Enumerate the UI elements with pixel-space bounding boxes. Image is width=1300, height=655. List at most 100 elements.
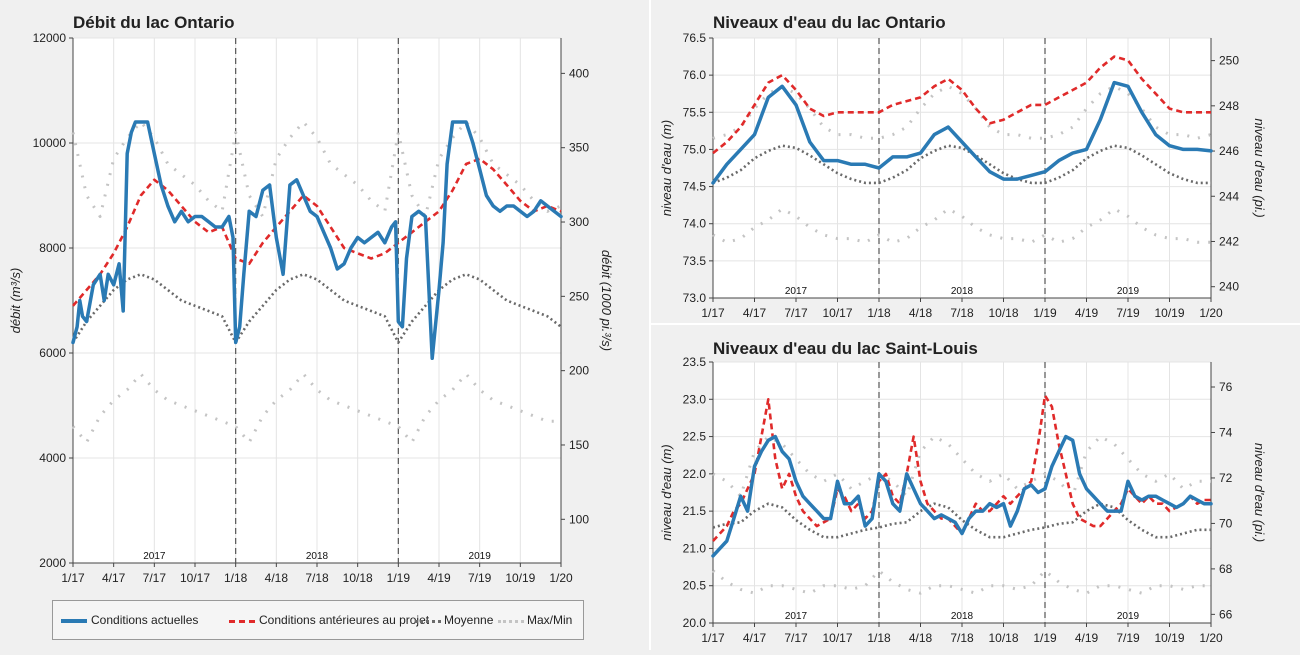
stlouis-year-label: 2019: [1117, 611, 1140, 622]
ontario-xtick-label: 4/18: [909, 306, 933, 320]
ontario-ytick-right-label: 244: [1219, 189, 1239, 203]
stlouis-xtick-label: 7/17: [784, 631, 808, 645]
ontario-xtick-label: 1/18: [867, 306, 891, 320]
debit-ytick-right-label: 100: [569, 512, 589, 526]
ontario-year-label: 2019: [1117, 286, 1140, 297]
legend-swatch-moyenne: [415, 620, 441, 623]
debit-year-label: 2017: [143, 551, 166, 562]
stlouis-xtick-label: 10/18: [988, 631, 1018, 645]
stlouis-xtick-label: 10/17: [822, 631, 852, 645]
stlouis-ylabel: niveau d'eau (m): [659, 444, 674, 540]
ontario-ytick-label: 73.0: [683, 291, 707, 305]
ontario-ytick-right-label: 248: [1219, 99, 1239, 113]
stlouis-year-label: 2018: [951, 611, 974, 622]
debit-series-anterieur: [72, 157, 562, 307]
ontario-ytick-label: 73.5: [683, 254, 707, 268]
ontario-xtick-label: 1/20: [1199, 306, 1223, 320]
ontario-xtick-label: 7/18: [950, 306, 974, 320]
stlouis-title: Niveaux d'eau du lac Saint-Louis: [713, 339, 978, 358]
stlouis-ytick-label: 23.0: [683, 392, 707, 406]
panel-divider-vertical: [649, 0, 651, 650]
debit-xtick-label: 1/17: [61, 571, 85, 585]
stlouis-ylabel-right: niveau d'eau (pi.): [1252, 443, 1267, 542]
ontario-ytick-right-label: 250: [1219, 54, 1239, 68]
ontario-xtick-label: 4/19: [1075, 306, 1099, 320]
debit-xtick-label: 1/18: [224, 571, 248, 585]
legend-label-anterieur: Conditions antérieures au projet: [259, 613, 430, 627]
legend: Conditions actuelles Conditions antérieu…: [52, 600, 584, 640]
stlouis-xtick-label: 7/18: [950, 631, 974, 645]
debit-ytick-right-label: 150: [569, 438, 589, 452]
stlouis-xtick-label: 4/18: [909, 631, 933, 645]
ontario-ytick-label: 76.0: [683, 68, 707, 82]
stlouis-ytick-right-label: 68: [1219, 562, 1233, 576]
stlouis-xtick-label: 4/17: [743, 631, 767, 645]
ontario-ytick-right-label: 240: [1219, 280, 1239, 294]
ontario-ytick-right-label: 246: [1219, 144, 1239, 158]
debit-ytick-label: 8000: [39, 241, 66, 255]
stlouis-xtick-label: 7/19: [1116, 631, 1140, 645]
ontario-year-label: 2017: [785, 286, 808, 297]
legend-swatch-actuel: [61, 619, 87, 623]
debit-series-actuel: [71, 120, 563, 361]
debit-ytick-label: 6000: [39, 346, 66, 360]
debit-ytick-label: 4000: [39, 451, 66, 465]
debit-xtick-label: 10/19: [505, 571, 535, 585]
legend-swatch-maxmin: [498, 620, 524, 623]
stlouis-series-actuel: [711, 434, 1213, 558]
ontario-ylabel-right: niveau d'eau (pi.): [1252, 118, 1267, 217]
ontario-ytick-label: 76.5: [683, 31, 707, 45]
chart-ontario-svg: 73.0 73.5 74.0 74.5 75.0 75.5 76.0 76.5 240 242 24…: [659, 13, 1267, 320]
debit-ylabel: débit (m³/s): [8, 268, 23, 334]
stlouis-ytick-label: 23.5: [683, 355, 707, 369]
stlouis-ytick-right-label: 76: [1219, 380, 1233, 394]
ontario-ylabel: niveau d'eau (m): [659, 120, 674, 216]
stlouis-xtick-label: 4/19: [1075, 631, 1099, 645]
debit-xtick-label: 4/19: [427, 571, 451, 585]
stlouis-xtick-label: 1/18: [867, 631, 891, 645]
ontario-xtick-label: 10/19: [1154, 306, 1184, 320]
debit-ytick-label: 2000: [39, 556, 66, 570]
debit-ytick-right-label: 200: [569, 364, 589, 378]
stlouis-ytick-right-label: 66: [1219, 607, 1233, 621]
ontario-ytick-label: 74.0: [683, 217, 707, 231]
chart-debit-lac-ontario: 2000 4000 6000 8000 10000 12000 100 150 200 250 30…: [0, 0, 650, 650]
stlouis-ytick-label: 21.0: [683, 541, 707, 555]
ontario-series-maxmin-min: [712, 207, 1211, 244]
debit-year-label: 2018: [306, 551, 329, 562]
stlouis-ytick-label: 20.0: [683, 616, 707, 630]
ontario-xtick-label: 7/19: [1116, 306, 1140, 320]
debit-ytick-label: 12000: [33, 31, 67, 45]
stlouis-ytick-label: 22.0: [683, 467, 707, 481]
ontario-title: Niveaux d'eau du lac Ontario: [713, 13, 946, 32]
stlouis-ytick-label: 22.5: [683, 430, 707, 444]
stlouis-year-label: 2017: [785, 611, 808, 622]
debit-year-label: 2019: [469, 551, 492, 562]
ontario-xtick-label: 1/19: [1033, 306, 1057, 320]
debit-xtick-label: 1/19: [387, 571, 411, 585]
debit-ytick-right-label: 350: [569, 141, 589, 155]
debit-xtick-label: 10/17: [180, 571, 210, 585]
stlouis-ytick-label: 21.5: [683, 504, 707, 518]
ontario-ytick-label: 75.5: [683, 105, 707, 119]
stlouis-xtick-label: 1/20: [1199, 631, 1223, 645]
legend-swatch-anterieur: [229, 620, 255, 623]
stlouis-ytick-right-label: 72: [1219, 471, 1233, 485]
stlouis-xtick-label: 1/17: [701, 631, 725, 645]
ontario-xtick-label: 4/17: [743, 306, 767, 320]
ontario-xtick-label: 10/17: [822, 306, 852, 320]
panel-divider-horizontal: [650, 323, 1300, 325]
ontario-xtick-label: 1/17: [701, 306, 725, 320]
chart-stlouis-svg: 20.0 20.5 21.0 21.5 22.0 22.5 23.0 23.5 66 68 70 72…: [659, 339, 1267, 645]
legend-label-moyenne: Moyenne: [444, 613, 494, 627]
debit-title: Débit du lac Ontario: [73, 13, 235, 32]
debit-xtick-label: 4/18: [265, 571, 289, 585]
chart-niveaux-lac-ontario: 73.0 73.5 74.0 74.5 75.0 75.5 76.0 76.5 240 242 24…: [650, 0, 1300, 325]
chart-niveaux-lac-saint-louis: 20.0 20.5 21.0 21.5 22.0 22.5 23.0 23.5 66 68 70 72…: [650, 325, 1300, 650]
stlouis-xtick-label: 10/19: [1154, 631, 1184, 645]
ontario-year-label: 2018: [951, 286, 974, 297]
ontario-ytick-right-label: 242: [1219, 234, 1239, 248]
debit-ytick-label: 10000: [33, 136, 67, 150]
stlouis-ytick-right-label: 70: [1219, 516, 1233, 530]
stlouis-series-maxmin-min: [712, 569, 1211, 595]
